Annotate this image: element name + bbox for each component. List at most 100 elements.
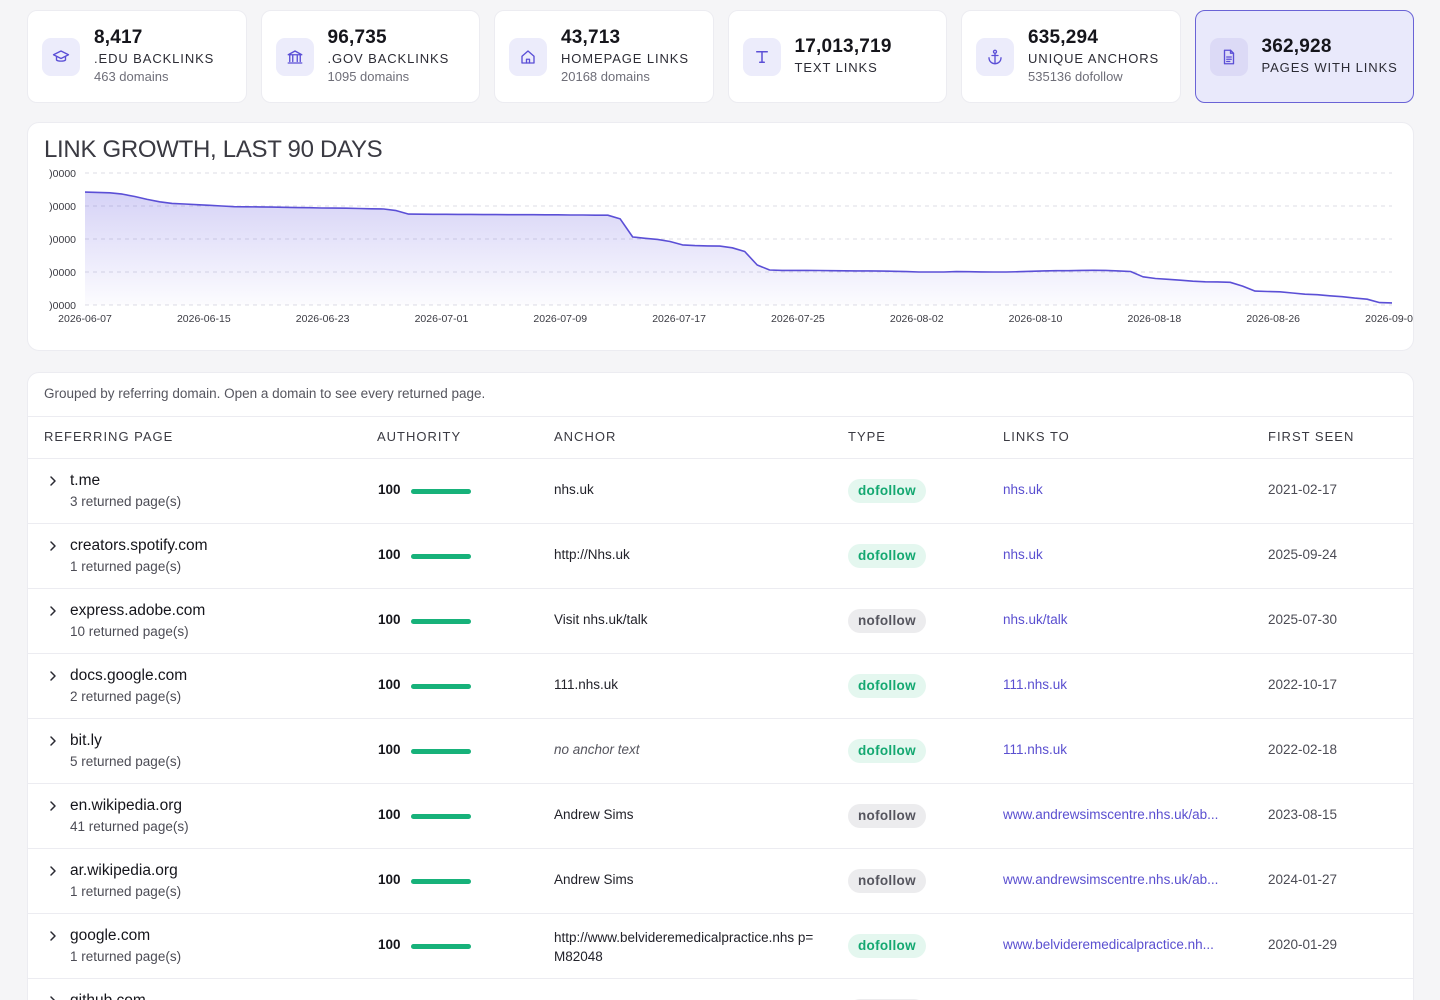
column-header-type[interactable]: TYPE bbox=[848, 429, 886, 444]
stat-card-text-links[interactable]: 17,013,719 TEXT LINKS bbox=[727, 10, 947, 103]
stat-sub: 463 domains bbox=[94, 69, 169, 84]
links-to-url[interactable]: nhs.uk/talk bbox=[1003, 612, 1068, 627]
table-row[interactable]: bit.ly 5 returned page(s) 100 no anchor tex… bbox=[28, 719, 1413, 784]
stat-card-unique-anchors[interactable]: 635,294 UNIQUE ANCHORS 535136 dofollow bbox=[961, 10, 1181, 103]
stat-label: .GOV BACKLINKS bbox=[327, 51, 450, 66]
first-seen-date: 2022-10-17 bbox=[1268, 677, 1338, 692]
referring-domain[interactable]: google.com bbox=[70, 927, 151, 944]
stat-label: HOMEPAGE LINKS bbox=[561, 51, 689, 66]
stat-card-homepage-links[interactable]: 43,713 HOMEPAGE LINKS 20168 domains bbox=[494, 10, 714, 103]
x-tick-label: 2026-06-23 bbox=[296, 313, 350, 325]
x-tick-label: 2026-08-02 bbox=[890, 313, 944, 325]
table-row[interactable]: ar.wikipedia.org 1 returned page(s) 100 And… bbox=[28, 849, 1413, 914]
chevron-right-icon[interactable] bbox=[47, 670, 59, 682]
column-header-links-to[interactable]: LINKS TO bbox=[1003, 429, 1070, 444]
referring-domain[interactable]: en.wikipedia.org bbox=[70, 797, 183, 814]
referring-domain[interactable]: ar.wikipedia.org bbox=[70, 862, 178, 879]
column-header-referring-page[interactable]: REFERRING PAGE bbox=[44, 429, 174, 444]
returned-pages-count: 3 returned page(s) bbox=[70, 494, 182, 509]
returned-pages-count: 1 returned page(s) bbox=[70, 559, 182, 574]
chevron-right-icon[interactable] bbox=[47, 800, 59, 812]
x-tick-label: 2026-07-17 bbox=[652, 313, 706, 325]
stat-card-edu-backlinks[interactable]: 8,417 .EDU BACKLINKS 463 domains bbox=[27, 10, 247, 103]
link-type-badge: dofollow bbox=[848, 934, 926, 958]
authority-bar bbox=[411, 489, 471, 494]
returned-pages-count: 1 returned page(s) bbox=[70, 884, 182, 899]
link-type-badge: dofollow bbox=[848, 739, 926, 763]
stat-cards: 8,417 .EDU BACKLINKS 463 domains 96,735 … bbox=[27, 10, 1414, 103]
column-header-first-seen[interactable]: FIRST SEEN bbox=[1268, 429, 1355, 444]
chevron-right-icon[interactable] bbox=[47, 605, 59, 617]
links-to-url[interactable]: www.belvideremedicalpractice.nh... bbox=[1003, 937, 1214, 952]
links-to-url[interactable]: www.andrewsimscentre.nhs.uk/ab... bbox=[1003, 872, 1219, 887]
referring-domain[interactable]: creators.spotify.com bbox=[70, 537, 208, 554]
stat-value: 43,713 bbox=[561, 27, 621, 48]
series-line bbox=[84, 191, 1393, 304]
authority-score: 100 bbox=[378, 612, 401, 627]
table-row[interactable]: creators.spotify.com 1 returned page(s) 10… bbox=[28, 524, 1413, 589]
authority-bar-fill bbox=[411, 684, 471, 689]
table-row[interactable]: docs.google.com 2 returned page(s) 100 111.… bbox=[28, 654, 1413, 719]
table-row[interactable]: google.com 1 returned page(s) 100 http://ww… bbox=[28, 914, 1413, 979]
table-row[interactable]: github.comnofollow bbox=[28, 979, 1413, 1000]
chevron-right-icon[interactable] bbox=[47, 865, 59, 877]
authority-score: 100 bbox=[378, 547, 401, 562]
stat-label: .EDU BACKLINKS bbox=[94, 51, 215, 66]
chart-title: LINK GROWTH, LAST 90 DAYS bbox=[44, 136, 383, 163]
returned-pages-count: 1 returned page(s) bbox=[70, 949, 182, 964]
links-to-url[interactable]: nhs.uk bbox=[1003, 547, 1043, 562]
y-tick-label: )0000 bbox=[49, 234, 76, 246]
chevron-right-icon[interactable] bbox=[47, 930, 59, 942]
stat-card-gov-backlinks[interactable]: 96,735 .GOV BACKLINKS 1095 domains bbox=[260, 10, 480, 103]
table-row[interactable]: t.me 3 returned page(s) 100 nhs.uk dofollow n… bbox=[28, 459, 1413, 524]
x-tick-label: 2026-07-25 bbox=[771, 313, 825, 325]
table-body: t.me 3 returned page(s) 100 nhs.uk dofollow n… bbox=[28, 459, 1413, 1000]
chevron-right-icon[interactable] bbox=[47, 995, 59, 1000]
table-row[interactable]: express.adobe.com 10 returned page(s) 100 V… bbox=[28, 589, 1413, 654]
authority-score: 100 bbox=[378, 742, 401, 757]
stat-value: 8,417 bbox=[94, 27, 143, 48]
links-to-url[interactable]: 111.nhs.uk bbox=[1003, 742, 1068, 757]
links-to-url[interactable]: www.andrewsimscentre.nhs.uk/ab... bbox=[1003, 807, 1219, 822]
link-type-badge: dofollow bbox=[848, 544, 926, 568]
y-tick-label: )0000 bbox=[49, 300, 76, 312]
first-seen-date: 2022-02-18 bbox=[1268, 742, 1338, 757]
stat-card-pages-with-links[interactable]: 362,928 PAGES WITH LINKS bbox=[1194, 10, 1414, 103]
referring-domain[interactable]: express.adobe.com bbox=[70, 602, 206, 619]
authority-bar-fill bbox=[411, 814, 471, 819]
x-tick-label: 2026-08-26 bbox=[1246, 313, 1300, 325]
stat-value: 17,013,719 bbox=[794, 36, 892, 57]
links-to-url[interactable]: nhs.uk bbox=[1003, 482, 1043, 497]
chevron-right-icon[interactable] bbox=[47, 475, 59, 487]
first-seen-date: 2023-08-15 bbox=[1268, 807, 1338, 822]
home-icon bbox=[509, 37, 547, 76]
referring-domain[interactable]: github.com bbox=[70, 992, 146, 1000]
authority-bar-fill bbox=[411, 879, 471, 884]
chevron-right-icon[interactable] bbox=[47, 540, 59, 552]
stat-value: 635,294 bbox=[1028, 27, 1099, 48]
authority-bar-fill bbox=[411, 554, 471, 559]
links-to-url[interactable]: 111.nhs.uk bbox=[1003, 677, 1068, 692]
x-tick-label: 2026-06-07 bbox=[58, 313, 112, 325]
graduation-cap-icon bbox=[42, 37, 80, 76]
column-header-authority[interactable]: AUTHORITY bbox=[377, 429, 462, 444]
first-seen-date: 2025-09-24 bbox=[1268, 547, 1338, 562]
stat-label: TEXT LINKS bbox=[794, 60, 878, 75]
first-seen-date: 2020-01-29 bbox=[1268, 937, 1338, 952]
authority-score: 100 bbox=[378, 807, 401, 822]
referring-domain[interactable]: bit.ly bbox=[70, 732, 102, 749]
table-header: REFERRING PAGE AUTHORITY ANCHOR TYPE LIN… bbox=[28, 417, 1413, 459]
y-tick-label: )0000 bbox=[49, 201, 76, 213]
referring-domain[interactable]: docs.google.com bbox=[70, 667, 188, 684]
first-seen-date: 2024-01-27 bbox=[1268, 872, 1338, 887]
anchor-text: Andrew Sims bbox=[554, 807, 634, 822]
link-type-badge: nofollow bbox=[848, 869, 926, 893]
authority-score: 100 bbox=[378, 872, 401, 887]
chevron-right-icon[interactable] bbox=[47, 735, 59, 747]
referring-domain[interactable]: t.me bbox=[70, 472, 101, 489]
column-header-anchor[interactable]: ANCHOR bbox=[554, 429, 617, 444]
authority-bar-fill bbox=[411, 944, 471, 949]
stat-sub: 1095 domains bbox=[327, 69, 410, 84]
stat-label: PAGES WITH LINKS bbox=[1261, 60, 1398, 75]
table-row[interactable]: en.wikipedia.org 41 returned page(s) 100 An… bbox=[28, 784, 1413, 849]
